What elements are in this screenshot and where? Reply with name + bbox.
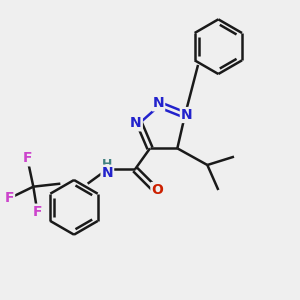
Text: N: N [130, 116, 142, 130]
Text: N: N [181, 108, 193, 122]
Text: O: O [152, 183, 163, 197]
Text: F: F [33, 205, 42, 219]
Text: F: F [22, 151, 32, 165]
Text: N: N [101, 166, 113, 180]
Text: H: H [102, 158, 112, 171]
Text: F: F [4, 191, 14, 205]
Text: N: N [152, 96, 164, 110]
